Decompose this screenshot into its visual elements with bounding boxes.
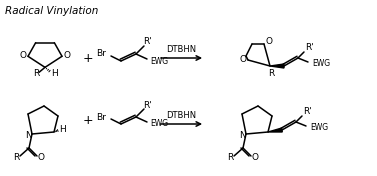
Text: O: O [63,51,70,60]
Text: Br: Br [96,112,106,121]
Text: R': R' [305,43,313,52]
Text: O: O [239,55,247,64]
Text: R': R' [303,108,311,117]
Text: R: R [227,153,233,162]
Text: DTBHN: DTBHN [166,45,196,54]
Text: +: + [83,115,93,127]
Text: Br: Br [96,49,106,58]
Text: R': R' [144,100,152,109]
Text: R: R [13,153,19,162]
Text: EWG: EWG [150,120,168,128]
Text: O: O [251,153,259,162]
Polygon shape [270,64,284,68]
Text: H: H [59,125,65,134]
Text: +: + [83,52,93,64]
Text: O: O [265,37,273,46]
Text: H: H [51,69,57,78]
Text: EWG: EWG [150,56,168,65]
Text: R': R' [144,37,152,46]
Text: N: N [239,131,245,140]
Text: DTBHN: DTBHN [166,111,196,120]
Text: R: R [268,70,274,78]
Text: O: O [37,153,44,162]
Text: O: O [20,51,26,60]
Text: N: N [25,131,31,140]
Text: EWG: EWG [312,59,330,68]
Polygon shape [268,128,282,132]
Text: Radical Vinylation: Radical Vinylation [5,6,98,16]
Text: EWG: EWG [310,124,328,133]
Text: R: R [33,69,39,78]
